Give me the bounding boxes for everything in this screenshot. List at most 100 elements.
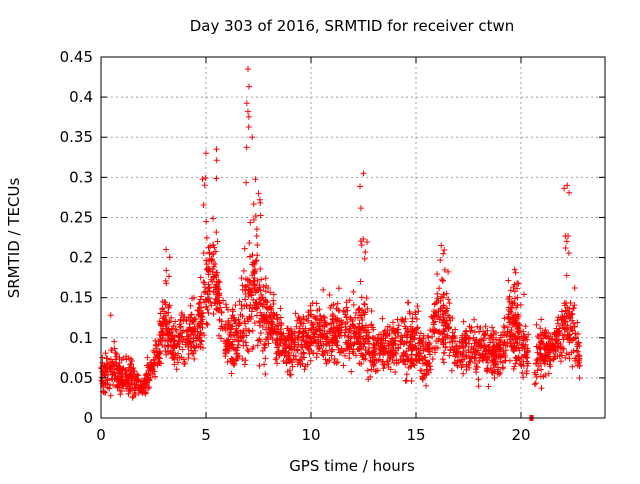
data-point (472, 340, 479, 347)
data-point (301, 354, 308, 361)
data-point (222, 321, 229, 328)
data-point (344, 319, 351, 326)
data-point (515, 329, 522, 336)
data-point (407, 363, 414, 370)
data-point (221, 338, 228, 345)
data-point (256, 322, 263, 329)
data-point (504, 324, 511, 331)
data-point (195, 300, 202, 307)
data-point (355, 306, 362, 313)
data-point (370, 335, 377, 342)
data-point (538, 366, 545, 373)
data-point (260, 283, 267, 290)
data-point (241, 318, 248, 325)
data-point (210, 263, 217, 270)
data-point (472, 360, 479, 367)
data-point (355, 325, 362, 332)
data-point (175, 350, 182, 357)
data-point (471, 349, 478, 356)
data-point (287, 345, 294, 352)
data-point (512, 354, 519, 361)
data-point (248, 313, 255, 320)
data-point (107, 392, 114, 399)
data-point (485, 346, 492, 353)
data-point (563, 238, 570, 245)
data-point (336, 332, 343, 339)
data-point (350, 322, 357, 329)
data-point (117, 387, 124, 394)
data-point (284, 325, 291, 332)
data-point (419, 376, 426, 383)
data-point (343, 326, 350, 333)
data-point (362, 347, 369, 354)
data-point (158, 321, 165, 328)
data-point (343, 299, 350, 306)
data-point (274, 341, 281, 348)
data-point (150, 347, 157, 354)
data-point (237, 329, 244, 336)
data-point (434, 271, 441, 278)
data-point (214, 307, 221, 314)
data-point (242, 276, 249, 283)
data-point (468, 344, 475, 351)
data-point (241, 296, 248, 303)
data-point (369, 354, 376, 361)
data-point (256, 362, 263, 369)
data-point (246, 286, 253, 293)
data-point (146, 384, 153, 391)
data-point (361, 301, 368, 308)
data-point (533, 357, 540, 364)
data-point (404, 327, 411, 334)
data-point (187, 314, 194, 321)
data-point (201, 289, 208, 296)
data-point (176, 354, 183, 361)
data-point (376, 350, 383, 357)
data-point (445, 268, 452, 275)
data-point (149, 368, 156, 375)
data-point (398, 353, 405, 360)
data-point (238, 301, 245, 308)
data-point (123, 385, 130, 392)
data-point (545, 347, 552, 354)
data-point (347, 316, 354, 323)
data-point (200, 201, 207, 208)
data-point (360, 335, 367, 342)
data-point (556, 353, 563, 360)
data-point (142, 387, 149, 394)
data-point (199, 309, 206, 316)
data-point (364, 238, 371, 245)
data-point (550, 356, 557, 363)
data-point (335, 346, 342, 353)
data-point (243, 100, 250, 107)
axis-ticks (100, 56, 605, 419)
data-point (227, 325, 234, 332)
data-point (197, 274, 204, 281)
data-point (540, 373, 547, 380)
data-point (244, 347, 251, 354)
data-point (285, 330, 292, 337)
data-point (240, 330, 247, 336)
data-point (343, 304, 350, 311)
data-point (247, 287, 254, 294)
data-point (133, 377, 140, 384)
data-point (227, 332, 234, 339)
data-point (231, 360, 238, 367)
data-point (330, 301, 337, 308)
data-point (191, 355, 198, 362)
data-point (549, 344, 556, 351)
data-point (402, 377, 409, 384)
data-point (506, 329, 513, 336)
data-point (574, 348, 581, 355)
data-point (181, 314, 188, 321)
data-point (442, 339, 449, 346)
data-point (333, 360, 340, 367)
data-point (392, 340, 399, 347)
data-point (500, 365, 507, 372)
data-point (142, 372, 149, 379)
data-point (395, 333, 402, 340)
data-point (431, 300, 438, 307)
data-point (122, 371, 129, 378)
data-point (199, 176, 206, 183)
data-point (190, 294, 197, 301)
data-point (371, 360, 378, 367)
